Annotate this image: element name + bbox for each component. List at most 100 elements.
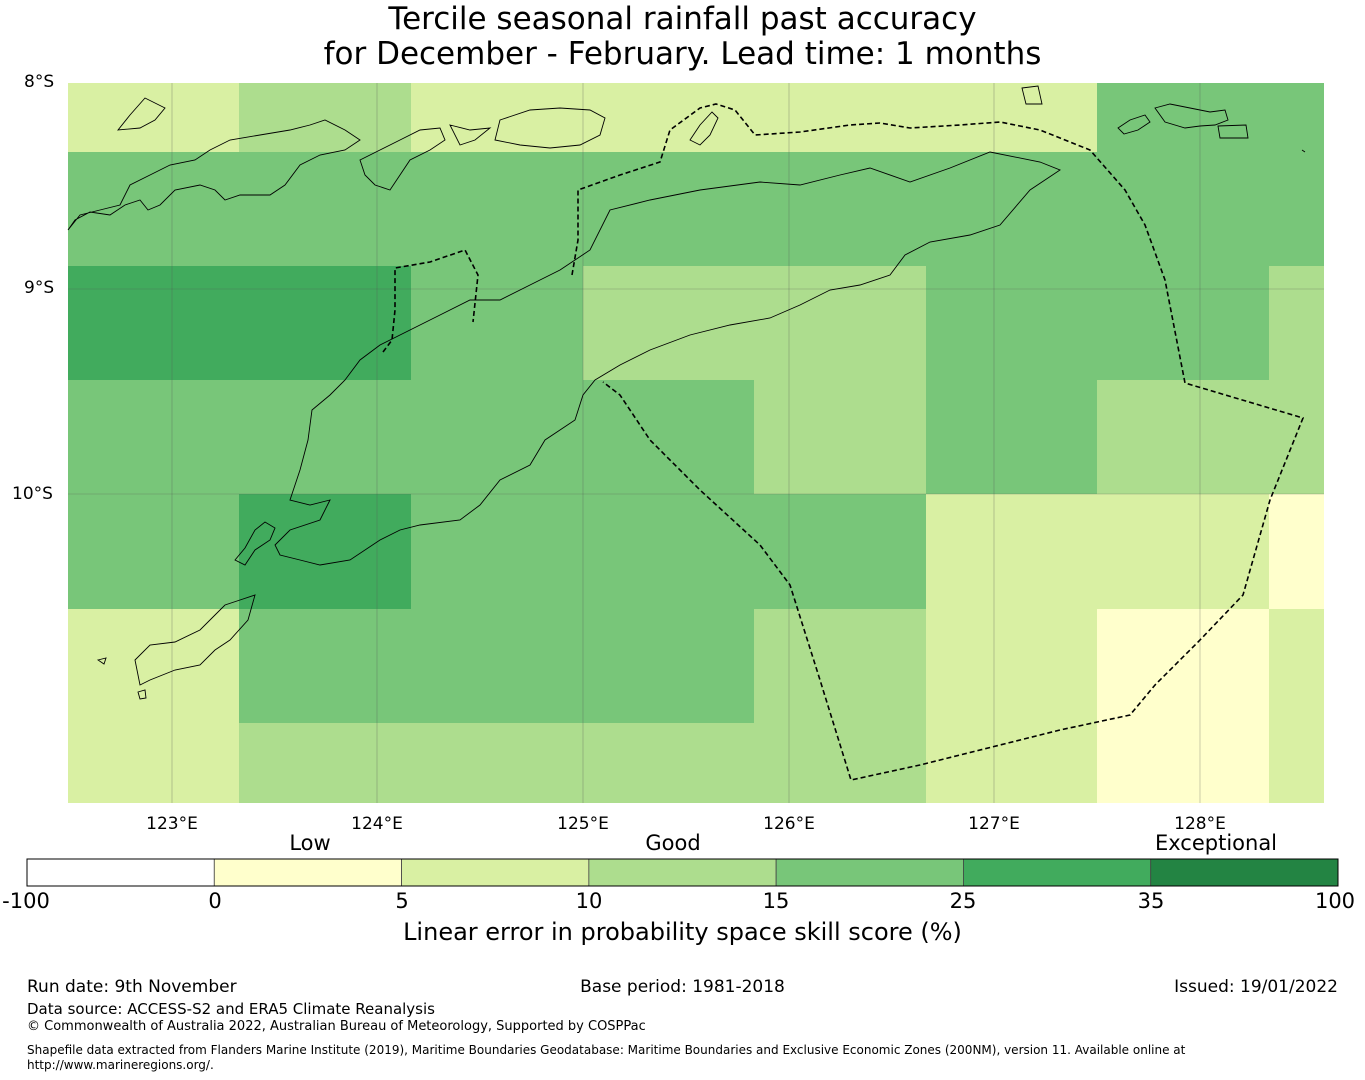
coastlines [67,85,1306,700]
chart-title-line2: for December - February. Lead time: 1 mo… [323,36,1042,72]
grid-cell [583,380,754,494]
grid-cell [239,609,411,723]
lat-tick-9s: 9°S [24,278,55,298]
grid-cell [754,266,926,380]
grid-cell [239,152,411,266]
grid-cell [1097,380,1269,494]
colorbar-segment [401,858,590,887]
grid-cell [754,494,926,609]
lon-tick-124e: 124°E [351,814,403,834]
colorbar-label-low: Low [289,831,331,855]
grid-cell [926,152,1097,266]
colorbar-segment [213,858,402,887]
grid-cell [926,609,1097,723]
base-period: Base period: 1981-2018 [580,977,785,997]
lon-tick-127e: 127°E [968,814,1020,834]
grid-cell [926,723,1097,803]
colorbar-tick-2: 5 [395,889,409,913]
colorbar-axis-label: Linear error in probability space skill … [403,918,962,946]
grid-cell [1097,609,1269,723]
grid-cell [239,83,411,152]
grid-cell [239,494,411,609]
lon-tick-123e: 123°E [146,814,198,834]
colorbar-segment [775,858,964,887]
colorbar-tick-0: -100 [2,889,50,913]
grid-cell [754,83,926,152]
grid-cell [754,609,926,723]
maritime-boundary [382,103,1305,781]
colorbar-outline [26,858,1339,887]
grid-cell [754,380,926,494]
colorbar-segment [963,858,1152,887]
grid-cell [1097,723,1269,803]
grid-cell [1269,83,1324,152]
skill-grid [68,83,1324,803]
lon-tick-128e: 128°E [1174,814,1226,834]
grid-cell [1097,494,1269,609]
grid-cell [411,609,583,723]
grid-cell [68,83,239,152]
grid-cell [1097,83,1269,152]
grid-cell [411,494,583,609]
grid-cell [411,266,583,380]
copyright-notice: © Commonwealth of Australia 2022, Austra… [27,1019,646,1034]
chart-title-line1: Tercile seasonal rainfall past accuracy [388,1,977,37]
grid-cell [754,723,926,803]
issued-date: Issued: 19/01/2022 [1174,977,1338,997]
grid-cell [926,380,1097,494]
shapefile-url: http://www.marineregions.org/. [27,1058,214,1072]
colorbar-label-good: Good [645,831,701,855]
colorbar-segment [588,858,777,887]
grid-cell [1097,152,1269,266]
grid-cell [68,266,239,380]
grid-cell [754,152,926,266]
grid-cell [1269,609,1324,723]
grid-cell [68,380,239,494]
grid-cell [1269,266,1324,380]
grid-cell [239,723,411,803]
data-source: Data source: ACCESS-S2 and ERA5 Climate … [27,1000,435,1018]
grid-cell [1269,723,1324,803]
grid-cell [1269,152,1324,266]
grid-cell [583,83,754,152]
grid-cell [583,609,754,723]
grid-cell [926,494,1097,609]
colorbar-tick-3: 10 [575,889,603,913]
grid-cell [583,723,754,803]
grid-cell [68,152,239,266]
lat-tick-8s: 8°S [24,72,55,92]
grid-cell [68,494,239,609]
grid-cell [926,266,1097,380]
graticule [68,83,1324,803]
colorbar-tick-4: 15 [762,889,790,913]
grid-cell [68,723,239,803]
grid-cell [1097,266,1269,380]
grid-cell [411,83,583,152]
grid-cell [1269,494,1324,609]
lon-tick-125e: 125°E [557,814,609,834]
colorbar-label-exceptional: Exceptional [1154,831,1278,855]
grid-cell [583,152,754,266]
grid-cell [926,83,1097,152]
run-date: Run date: 9th November [27,977,237,997]
grid-cell [239,266,411,380]
colorbar-segment [1150,858,1339,887]
lon-tick-126e: 126°E [763,814,815,834]
colorbar-tick-7: 100 [1314,889,1356,913]
colorbar-tick-1: 0 [208,889,222,913]
colorbar-segment [26,858,215,887]
grid-cell [583,266,754,380]
grid-cell [68,609,239,723]
grid-cell [1269,380,1324,494]
grid-cell [411,152,583,266]
shapefile-credit: Shapefile data extracted from Flanders M… [27,1043,1186,1057]
grid-cell [411,380,583,494]
grid-cell [411,723,583,803]
colorbar-tick-6: 35 [1137,889,1165,913]
lat-tick-10s: 10°S [12,484,53,504]
colorbar [26,858,1339,887]
grid-cell [239,380,411,494]
map-panel [67,83,1324,803]
colorbar-tick-5: 25 [949,889,977,913]
grid-cell [583,494,754,609]
